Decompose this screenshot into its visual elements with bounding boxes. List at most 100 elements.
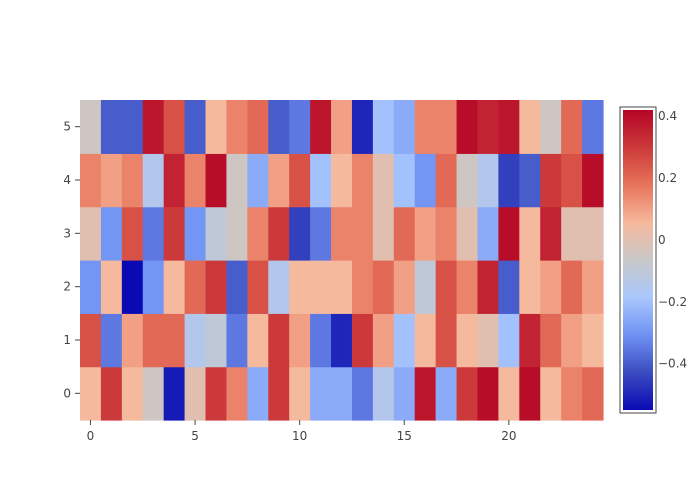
heatmap-cell: [184, 206, 207, 261]
heatmap-cell: [351, 206, 374, 261]
heatmap-cell: [163, 366, 186, 421]
heatmap-cell: [184, 100, 207, 154]
y-tick-label: 3: [63, 226, 71, 240]
heatmap-cell: [142, 100, 165, 154]
heatmap-cell: [351, 260, 374, 314]
heatmap-cell: [226, 260, 248, 314]
x-tick-label: 10: [292, 429, 307, 443]
heatmap-cell: [310, 153, 332, 208]
heatmap-cell: [121, 153, 144, 208]
heatmap-cell: [582, 366, 604, 421]
heatmap-cell: [582, 153, 604, 208]
heatmap-cell: [372, 206, 395, 261]
heatmap-cell: [100, 100, 123, 154]
heatmap-cell: [372, 100, 395, 154]
heatmap-cell: [121, 366, 144, 421]
x-axis-ticks: 0 5 10 15 20: [87, 420, 517, 443]
heatmap-cell: [414, 260, 437, 314]
x-tick-label: 15: [397, 429, 412, 443]
heatmap-cell: [393, 153, 416, 208]
heatmap-cell: [519, 313, 541, 368]
heatmap-cell: [163, 206, 186, 261]
heatmap-cell: [540, 153, 562, 208]
heatmap-cell: [100, 153, 123, 208]
heatmap-cell: [121, 100, 144, 154]
heatmap-cell: [582, 206, 604, 261]
heatmap-cell: [498, 313, 520, 368]
heatmap-cell: [80, 260, 102, 314]
heatmap-cell: [561, 260, 583, 314]
heatmap-cell: [561, 153, 583, 208]
heatmap-cell: [184, 153, 207, 208]
heatmap-cell: [456, 100, 479, 154]
heatmap-cell: [540, 100, 562, 154]
heatmap-cell: [561, 313, 583, 368]
heatmap-cell: [456, 206, 479, 261]
heatmap-cell: [247, 100, 269, 154]
heatmap-cell: [184, 260, 207, 314]
heatmap-cell: [435, 100, 458, 154]
heatmap-cell: [268, 153, 290, 208]
heatmap-cell: [414, 366, 437, 421]
heatmap-cell: [519, 100, 541, 154]
heatmap-cell: [331, 206, 353, 261]
heatmap-cell: [268, 313, 290, 368]
heatmap-cell: [477, 100, 499, 154]
heatmap-cell: [456, 153, 479, 208]
x-tick-label: 20: [501, 429, 516, 443]
heatmap-cell: [268, 100, 290, 154]
colorbar-gradient: [623, 110, 653, 410]
heatmap-cell: [519, 206, 541, 261]
colorbar-tick-label: 0.4: [658, 109, 677, 123]
heatmap-cell: [184, 366, 207, 421]
heatmap-cell: [205, 206, 228, 261]
heatmap-cell: [414, 313, 437, 368]
heatmap-cell: [289, 206, 311, 261]
heatmap-cell: [519, 366, 541, 421]
heatmap-cell: [163, 153, 186, 208]
heatmap-cell: [540, 260, 562, 314]
colorbar: 0.4 0.2 0 −0.2 −0.4: [619, 106, 687, 414]
heatmap-cell: [498, 206, 520, 261]
heatmap-cell: [289, 100, 311, 154]
heatmap-cell: [100, 366, 123, 421]
heatmap-cell: [393, 366, 416, 421]
heatmap-cell: [226, 153, 248, 208]
heatmap-cell: [289, 260, 311, 314]
heatmap-cell: [268, 366, 290, 421]
heatmap-cell: [477, 366, 499, 421]
heatmap-cell: [331, 366, 353, 421]
heatmap-cell: [435, 153, 458, 208]
heatmap-cell: [310, 313, 332, 368]
heatmap-cell: [393, 260, 416, 314]
heatmap-cell: [142, 313, 165, 368]
heatmap-cell: [80, 366, 102, 421]
heatmap-cell: [414, 153, 437, 208]
heatmap-cell: [351, 313, 374, 368]
heatmap-cell: [456, 313, 479, 368]
heatmap-cell: [268, 260, 290, 314]
heatmap-cell: [331, 260, 353, 314]
heatmap-cell: [247, 260, 269, 314]
heatmap-cell: [331, 153, 353, 208]
heatmap-cell: [414, 206, 437, 261]
heatmap-cell: [372, 366, 395, 421]
heatmap-cell: [582, 100, 604, 154]
colorbar-tick-label: 0: [658, 233, 666, 247]
heatmap-cell: [331, 100, 353, 154]
heatmap-cell: [205, 100, 228, 154]
heatmap-cell: [477, 313, 499, 368]
x-tick-label: 0: [87, 429, 95, 443]
heatmap-cell: [561, 366, 583, 421]
colorbar-tick-label: −0.4: [658, 357, 687, 371]
heatmap-cell: [582, 260, 604, 314]
heatmap-cell: [247, 206, 269, 261]
heatmap-cell: [372, 313, 395, 368]
y-tick-label: 2: [63, 280, 71, 294]
heatmap-cell: [372, 153, 395, 208]
heatmap-cell: [310, 206, 332, 261]
heatmap-cell: [289, 366, 311, 421]
heatmap-cell: [226, 206, 248, 261]
heatmap-cell: [226, 366, 248, 421]
